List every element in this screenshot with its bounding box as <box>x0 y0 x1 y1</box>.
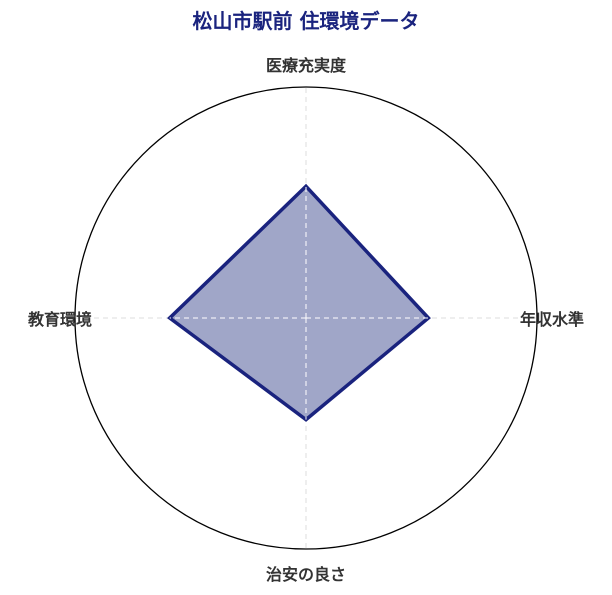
axis-label: 治安の良さ <box>266 565 346 584</box>
axis-label: 医療充実度 <box>266 56 347 75</box>
data-polygon <box>167 183 431 422</box>
axis-label: 教育環境 <box>28 310 92 329</box>
outer-circle <box>74 86 538 550</box>
axis-label: 年収水準 <box>520 310 584 329</box>
chart-title: 松山市駅前 住環境データ <box>193 9 420 33</box>
